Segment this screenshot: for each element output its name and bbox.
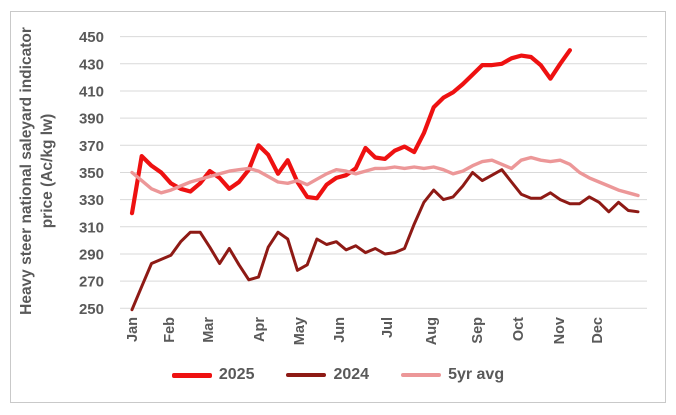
- legend: 2025 2024 5yr avg: [0, 366, 676, 384]
- legend-label-2024: 2024: [333, 366, 370, 383]
- series-lines: [129, 48, 640, 312]
- y-tick-430: 430: [79, 56, 104, 73]
- legend-swatch-5yr-avg: [401, 373, 442, 377]
- legend-item-2025: 2025: [171, 366, 255, 384]
- y-tick-410: 410: [79, 83, 104, 100]
- legend-item-2024: 2024: [286, 366, 369, 384]
- y-axis-title-line1: Heavy steer national saleyard indicator: [18, 27, 35, 315]
- x-tick-dec: Dec: [590, 317, 606, 344]
- legend-label-2025: 2025: [218, 366, 255, 383]
- x-tick-sep: Sep: [470, 317, 486, 344]
- y-tick-350: 350: [79, 165, 104, 182]
- y-tick-390: 390: [79, 111, 104, 128]
- y-tick-370: 370: [79, 138, 104, 155]
- y-tick-270: 270: [79, 274, 104, 291]
- x-tick-nov: Nov: [552, 317, 568, 344]
- y-axis-tick-labels: 450 430 410 390 370 350 330 310 290 270 250: [79, 29, 104, 318]
- legend-swatch-2025: [171, 372, 212, 378]
- y-tick-250: 250: [79, 301, 104, 318]
- y-axis-title-line2: price (Ac/kg lw): [38, 113, 56, 229]
- x-tick-may: May: [292, 317, 308, 345]
- chart-frame: [10, 11, 666, 403]
- x-axis-month-labels: Jan Feb Mar Apr May Jun Jul Aug Sep Oct Nov Dec: [125, 317, 606, 346]
- series-line-2024: [130, 168, 640, 312]
- x-tick-apr: Apr: [252, 317, 268, 342]
- legend-item-5yr-avg: 5yr avg: [401, 366, 504, 384]
- x-tick-mar: Mar: [201, 317, 217, 343]
- x-tick-aug: Aug: [424, 317, 440, 345]
- x-tick-feb: Feb: [162, 317, 178, 343]
- legend-swatch-2024: [286, 373, 327, 377]
- x-tick-jul: Jul: [380, 317, 396, 338]
- x-tick-jun: Jun: [332, 317, 348, 343]
- y-tick-450: 450: [79, 29, 104, 46]
- x-tick-oct: Oct: [511, 317, 527, 341]
- gridlines: [120, 36, 647, 309]
- x-tick-jan: Jan: [125, 317, 141, 342]
- y-tick-310: 310: [79, 219, 104, 236]
- y-axis-title: Heavy steer national saleyard indicator …: [17, 0, 63, 343]
- y-tick-290: 290: [79, 246, 104, 263]
- y-tick-330: 330: [79, 192, 104, 209]
- series-line-2025: [129, 48, 573, 216]
- series-line-5yr-avg: [130, 155, 640, 198]
- legend-label-5yr-avg: 5yr avg: [448, 366, 505, 383]
